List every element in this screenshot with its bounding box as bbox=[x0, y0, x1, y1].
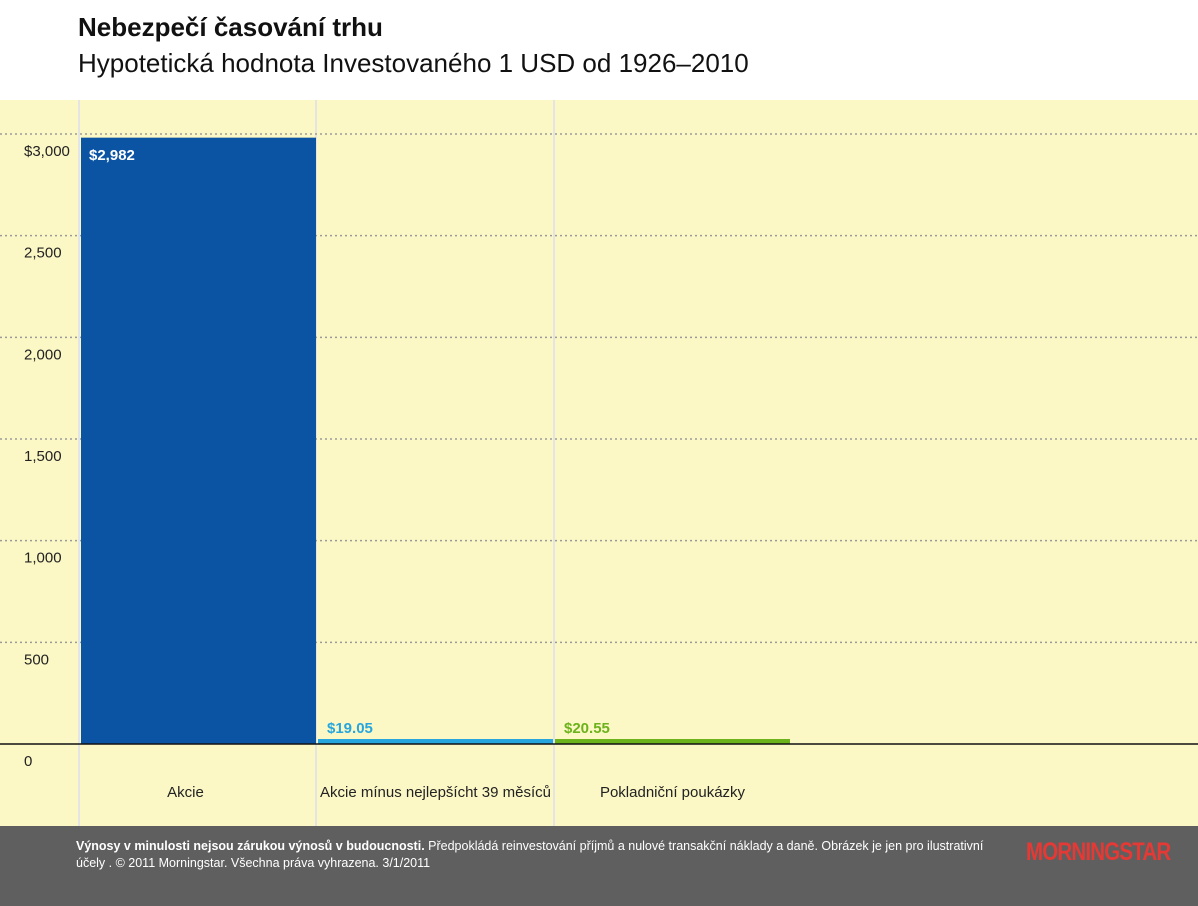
chart-subtitle: Hypotetická hodnota Investovaného 1 USD … bbox=[78, 48, 749, 78]
y-tick-label: 1,000 bbox=[24, 550, 62, 567]
bar bbox=[318, 739, 553, 744]
y-tick-label: 1,500 bbox=[24, 448, 62, 465]
bar-value-label: $19.05 bbox=[327, 720, 373, 737]
x-category-label: Pokladniční poukázky bbox=[600, 784, 746, 801]
y-tick-label: $3,000 bbox=[24, 143, 70, 160]
disclaimer: Výnosy v minulosti nejsou zárukou výnosů… bbox=[76, 838, 986, 872]
bar bbox=[81, 137, 316, 744]
y-tick-label: 500 bbox=[24, 651, 49, 668]
disclaimer-bold: Výnosy v minulosti nejsou zárukou výnosů… bbox=[76, 839, 425, 853]
y-tick-label: 2,000 bbox=[24, 346, 62, 363]
morningstar-logo: MORNINGSTAR bbox=[1026, 838, 1171, 866]
chart-title: Nebezpečí časování trhu bbox=[78, 12, 383, 42]
y-tick-label: 2,500 bbox=[24, 245, 62, 262]
x-category-label: Akcie bbox=[167, 784, 204, 801]
x-category-label: Akcie mínus nejlepšícht 39 měsíců bbox=[320, 784, 551, 801]
bar bbox=[555, 739, 790, 744]
disclaimer-text: Předpokládá reinvestování příjmů a nulov… bbox=[76, 839, 984, 870]
footer: Výnosy v minulosti nejsou zárukou výnosů… bbox=[0, 826, 1198, 906]
bar-value-label: $20.55 bbox=[564, 720, 610, 737]
bar-value-label: $2,982 bbox=[89, 147, 135, 164]
y-tick-label: 0 bbox=[24, 753, 32, 770]
